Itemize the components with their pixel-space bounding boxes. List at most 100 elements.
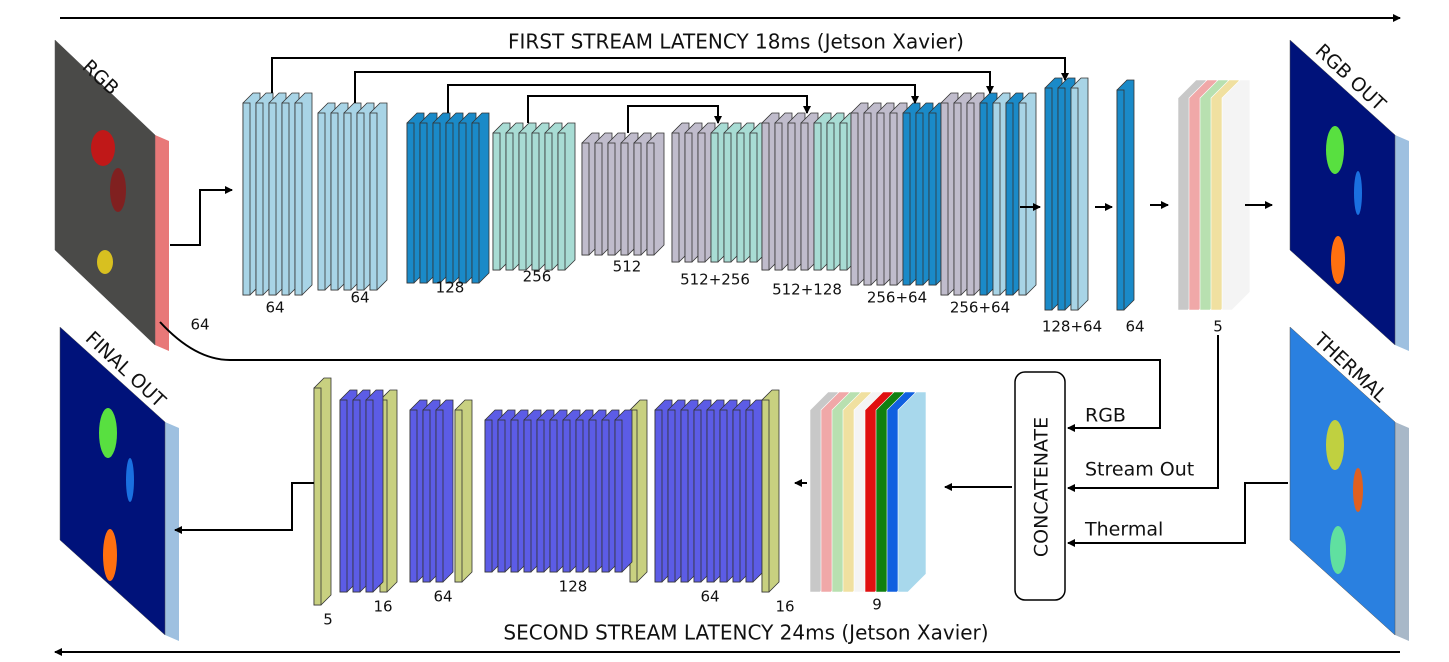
layer-label: 512+256	[680, 271, 750, 289]
layer-face	[953, 102, 962, 296]
layer-face	[723, 132, 732, 263]
layer-label: 16	[373, 598, 392, 616]
layer-label: 256+64	[950, 299, 1010, 317]
layer-label: 256+64	[867, 289, 927, 307]
layer-face	[510, 419, 519, 573]
layer-face	[409, 409, 418, 583]
arrow	[174, 482, 314, 534]
image-blob	[126, 458, 134, 502]
layer-label: 64	[350, 289, 369, 307]
layer-face	[839, 122, 848, 271]
layer-face	[1005, 102, 1014, 296]
layer-face	[654, 409, 663, 583]
layer-face	[268, 102, 277, 296]
layer-label: 5	[1213, 318, 1223, 336]
layer-face	[646, 142, 655, 256]
layer-face	[732, 409, 741, 583]
layer-face	[575, 419, 584, 573]
layer-label: 64	[433, 588, 452, 606]
layer-face	[343, 112, 352, 291]
layer-face	[607, 142, 616, 256]
layer-face	[850, 112, 859, 286]
output-plane	[897, 391, 927, 593]
layer-face	[667, 409, 676, 583]
layer-face	[1070, 87, 1079, 311]
arrow	[1067, 482, 1288, 547]
layer-face	[940, 102, 949, 296]
layer-face	[523, 419, 532, 573]
layer-face	[979, 102, 988, 296]
layer-label: 128+64	[1042, 318, 1102, 336]
layer-face	[432, 122, 441, 284]
bottom-label: SECOND STREAM LATENCY 24ms (Jetson Xavie…	[503, 621, 988, 645]
layer-face	[697, 132, 706, 263]
skip-connection	[447, 84, 919, 113]
layer-face	[492, 132, 501, 271]
layer-face	[536, 419, 545, 573]
layer-face	[531, 132, 540, 271]
image-blob	[1353, 468, 1363, 512]
layer-face	[505, 132, 514, 271]
image-blob	[110, 168, 126, 212]
layer-face	[966, 102, 975, 296]
layer-face	[1057, 87, 1066, 311]
layer-face	[294, 102, 303, 296]
image	[1289, 326, 1396, 636]
layer-label: 5	[323, 611, 333, 629]
layer-face	[588, 419, 597, 573]
layer-face	[454, 409, 463, 583]
image-blob	[97, 250, 113, 274]
concatenate-title: CONCATENATE	[1031, 417, 1053, 557]
arrow	[159, 321, 1161, 432]
layer-face	[1116, 89, 1125, 311]
layer-face	[787, 122, 796, 271]
image	[1289, 39, 1396, 346]
layer-face	[889, 112, 898, 286]
arrow	[170, 186, 233, 246]
layer-face	[774, 122, 783, 271]
image-blob	[99, 408, 117, 458]
layer-face	[749, 132, 758, 263]
layer-label: 64	[1125, 318, 1144, 336]
image-blob	[1326, 126, 1344, 174]
layer-face	[242, 102, 251, 296]
layer-labels: 64 64 128 256 512 512+256 512+128 256+64 256+64 1…	[265, 258, 1222, 629]
layer-face	[518, 132, 527, 271]
layer-face	[601, 419, 610, 573]
layer-face	[614, 419, 623, 573]
layer-face	[761, 399, 770, 593]
layer-face	[633, 142, 642, 256]
layer-label: 16	[775, 598, 794, 616]
skip-connection	[271, 57, 1069, 93]
image-blob	[91, 130, 115, 166]
image-edge	[155, 135, 169, 351]
input-label: Stream Out	[1085, 459, 1194, 481]
layer-face	[339, 399, 348, 593]
layer-face	[902, 112, 911, 286]
layer-face	[745, 409, 754, 583]
input-label: RGB	[1085, 405, 1126, 427]
image-edge	[165, 422, 179, 641]
layer-face	[471, 122, 480, 284]
layer-face	[863, 112, 872, 286]
layer-face	[736, 132, 745, 263]
layer-face	[317, 112, 326, 291]
layer-face	[594, 142, 603, 256]
image-blob	[1330, 526, 1346, 574]
skip-connection	[527, 95, 811, 123]
layer-face	[445, 122, 454, 284]
layer-face	[620, 142, 629, 256]
image-blob	[1354, 171, 1362, 215]
layer-face	[557, 132, 566, 271]
layer-face	[671, 132, 680, 263]
layer-face	[497, 419, 506, 573]
layer-label: 9	[872, 596, 882, 614]
layer-face	[693, 409, 702, 583]
wires	[54, 14, 1401, 656]
image	[54, 39, 156, 346]
layer-face	[876, 112, 885, 286]
layer-label: 512	[613, 258, 642, 276]
output-plane	[1221, 79, 1251, 311]
layer-face	[255, 102, 264, 296]
layer-face	[581, 142, 590, 256]
